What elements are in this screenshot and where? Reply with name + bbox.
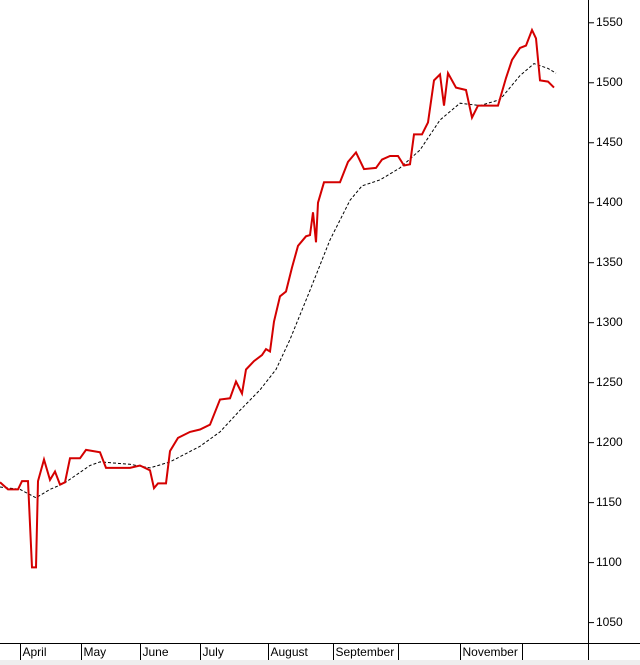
x-tick-label: June <box>143 645 169 659</box>
y-tick-label: 1550 <box>596 15 623 29</box>
x-tick-label: May <box>84 645 107 659</box>
y-tick-label: 1450 <box>596 135 623 149</box>
bottom-strip <box>0 660 640 665</box>
x-tick-label: April <box>23 645 47 659</box>
y-tick-label: 1250 <box>596 375 623 389</box>
y-tick-label: 1150 <box>596 495 622 509</box>
y-tick-label: 1050 <box>596 615 623 629</box>
y-tick-label: 1100 <box>596 555 622 569</box>
y-tick-label: 1350 <box>596 255 623 269</box>
x-tick-label: November <box>463 645 518 659</box>
x-tick-label: August <box>271 645 309 659</box>
average-line <box>0 63 557 499</box>
x-tick-label: September <box>336 645 395 659</box>
price-line <box>0 27 555 569</box>
y-tick-label: 1400 <box>596 195 623 209</box>
y-tick-label: 1300 <box>596 315 623 329</box>
y-tick-label: 1200 <box>596 435 623 449</box>
x-tick-label: July <box>203 645 224 659</box>
y-tick-label: 1500 <box>596 75 623 89</box>
